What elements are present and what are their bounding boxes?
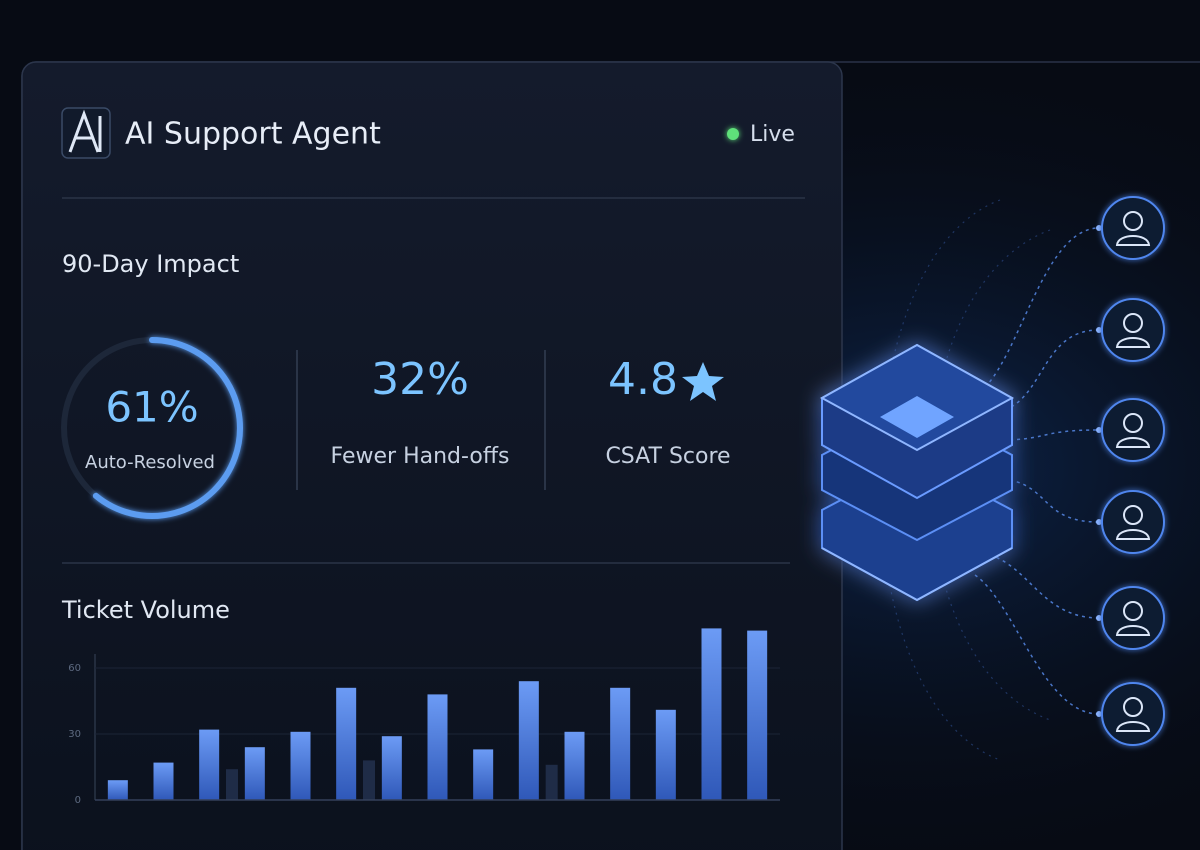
bar <box>290 731 311 800</box>
connection-end <box>1096 615 1102 621</box>
chart-title: Ticket Volume <box>61 596 230 624</box>
status-label: Live <box>750 122 795 147</box>
metric-value: 61% <box>105 383 198 432</box>
agent-body <box>1115 337 1151 348</box>
metric-value: 32% <box>371 354 469 405</box>
agent-head <box>1123 601 1143 621</box>
agent-icon <box>1101 490 1165 554</box>
connection <box>1009 479 1100 523</box>
connection <box>1004 329 1100 411</box>
bar <box>655 709 676 800</box>
bar <box>199 729 220 800</box>
agent-head <box>1123 211 1143 231</box>
bar <box>473 749 494 800</box>
connection-end <box>1096 519 1102 525</box>
agent-icon <box>1101 682 1165 746</box>
bar <box>701 628 722 800</box>
connection-end <box>1096 711 1102 717</box>
bar <box>107 780 128 800</box>
bar <box>610 687 631 800</box>
bar <box>427 694 448 800</box>
bar <box>564 731 585 800</box>
y-tick-label: 30 <box>68 729 81 740</box>
faint-bar <box>226 769 238 800</box>
connection-end <box>1096 327 1102 333</box>
status-dot <box>727 128 739 140</box>
bar <box>244 747 265 800</box>
section-title: 90-Day Impact <box>62 250 239 278</box>
metric-label: Auto-Resolved <box>85 452 215 473</box>
bar <box>518 681 539 800</box>
connection <box>989 554 1100 619</box>
star-icon <box>682 362 724 401</box>
agent-head <box>1123 505 1143 525</box>
faint-bar <box>545 764 558 800</box>
bar <box>747 630 768 800</box>
agent-head <box>1123 313 1143 333</box>
agent-body <box>1115 437 1151 448</box>
app-title: AI Support Agent <box>125 117 381 152</box>
metric-label: Fewer Hand-offs <box>331 444 510 469</box>
agent-icon <box>1101 586 1165 650</box>
connection <box>979 227 1100 393</box>
stack-core <box>880 396 954 438</box>
connection-end <box>1096 427 1102 433</box>
stack-edge <box>821 547 1013 602</box>
faint-bar <box>363 760 375 800</box>
agent-icon <box>1101 398 1165 462</box>
agent-head <box>1123 697 1143 717</box>
agent-body <box>1115 625 1151 636</box>
agent-icon <box>1101 298 1165 362</box>
bar-chart: 0 30 60 <box>68 628 780 806</box>
agent-icons <box>1101 196 1165 746</box>
agent-icon <box>1101 196 1165 260</box>
connection <box>974 574 1100 715</box>
metric-value: 4.8 <box>608 354 678 405</box>
stack-graphic <box>819 343 1015 602</box>
logo <box>61 107 111 159</box>
agent-body <box>1115 529 1151 540</box>
y-tick-label: 60 <box>68 663 81 674</box>
y-tick-label: 0 <box>75 795 81 806</box>
bar <box>381 736 402 800</box>
bar <box>336 687 357 800</box>
connection-end <box>1096 225 1102 231</box>
logo-glyph <box>68 109 102 153</box>
metric-label: CSAT Score <box>605 444 730 469</box>
bar <box>153 762 174 800</box>
agent-head <box>1123 413 1143 433</box>
ring-progress <box>92 337 243 519</box>
agent-body <box>1115 721 1151 732</box>
agent-body <box>1115 235 1151 246</box>
